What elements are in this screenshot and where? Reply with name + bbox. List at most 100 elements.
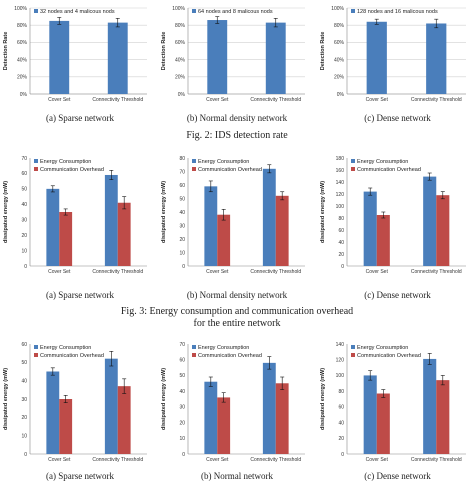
figure-3-caption-line2: for the entire network: [193, 318, 281, 329]
bar: [262, 362, 276, 454]
legend-label: Energy Consumption: [357, 159, 408, 165]
bar: [204, 186, 218, 266]
legend-swatch: [192, 159, 196, 163]
bar: [275, 195, 289, 266]
legend-swatch: [34, 9, 38, 13]
bar: [217, 397, 231, 454]
y-axis-label: dissipated energy (mW): [320, 368, 326, 430]
bar: [59, 399, 73, 454]
y-tick-label: 160: [336, 168, 345, 174]
x-tick-label: Connectivity Threshold: [92, 457, 143, 463]
y-tick-label: 20: [338, 436, 344, 442]
bar: [262, 168, 276, 266]
y-tick-label: 60%: [175, 40, 186, 46]
chart-energy-normal: dissipated energy (mW) 0 10 20 30 40 50 60 70 80 C…: [158, 150, 313, 280]
y-tick-label: 40: [21, 202, 27, 208]
y-tick-label: 20: [179, 420, 185, 426]
chart-energy-normal-2: dissipated energy (mW) 0 10 20 30 40 50 60 70 Cov…: [158, 336, 313, 468]
legend-label: Communication Overhead: [198, 167, 262, 173]
y-axis-label: dissipated energy (mW): [161, 368, 167, 430]
x-tick-label: Connectivity Threshold: [250, 269, 301, 275]
x-tick-label: Connectivity Threshold: [250, 97, 301, 103]
chart-svg: dissipated energy (mW) 0 10 20 30 40 50 60 70 Cov…: [3, 156, 147, 275]
bar: [104, 174, 118, 266]
y-tick-label: 60%: [17, 40, 28, 46]
bar: [436, 195, 450, 266]
caption-3b: (b) Normal network: [201, 471, 273, 481]
y-axis-label: dissipated energy (mW): [3, 181, 9, 243]
y-axis-label: dissipated energy (mW): [320, 181, 326, 243]
y-tick-label: 40%: [334, 57, 345, 63]
chart-svg: dissipated energy (mW) 0 10 20 30 40 50 60 70 80 C…: [161, 156, 305, 275]
y-tick-label: 60%: [334, 40, 345, 46]
legend-swatch: [351, 9, 355, 13]
x-tick-label: Cover Set: [206, 97, 229, 103]
x-tick-label: Cover Set: [206, 269, 229, 275]
y-tick-label: 80%: [17, 23, 28, 29]
legend-swatch: [192, 353, 196, 357]
y-tick-label: 100%: [172, 6, 185, 12]
x-tick-label: Cover Set: [48, 97, 71, 103]
y-tick-label: 20%: [17, 75, 28, 81]
bar: [436, 380, 450, 454]
chart-detection-sparse: Detection Rate 0% 20% 40% 60% 80% 100% Cover Se…: [0, 0, 155, 108]
bar: [204, 381, 218, 454]
bar: [46, 371, 60, 454]
caption-2c: (c) Dense network: [364, 290, 431, 300]
chart-energy-sparse-2: dissipated energy (mW) 0 10 20 30 40 50 60 Cover…: [0, 336, 155, 468]
x-tick-label: Cover Set: [366, 457, 389, 463]
y-tick-label: 60: [21, 342, 27, 348]
x-tick-label: Connectivity Threshold: [92, 97, 143, 103]
bar: [376, 393, 390, 454]
x-tick-label: Cover Set: [366, 97, 389, 103]
y-axis-label: Detection Rate: [3, 32, 9, 71]
y-tick-label: 20: [21, 233, 27, 239]
y-tick-label: 0: [24, 264, 27, 270]
x-tick-label: Connectivity Threshold: [92, 269, 143, 275]
legend-label: 32 nodes and 4 malicous nods: [40, 9, 115, 15]
y-tick-label: 10: [179, 436, 185, 442]
y-tick-label: 140: [336, 342, 345, 348]
y-tick-label: 60: [338, 228, 344, 234]
caption-2a: (a) Sparse network: [46, 290, 114, 300]
bar: [265, 22, 286, 94]
y-tick-label: 40: [21, 378, 27, 384]
chart-energy-dense: dissipated energy (mW) 0 20 40 60 80 100 120 140…: [317, 150, 474, 280]
caption-2b: (b) Normal density network: [186, 290, 288, 300]
chart-detection-dense: Detection Rate 0% 20% 40% 60% 80% 100% Cover Se…: [317, 0, 474, 108]
y-axis-label: dissipated energy (mW): [3, 368, 9, 430]
legend-label: 64 nodes and 8 malicous nods: [198, 9, 273, 15]
chart-svg: Detection Rate 0% 20% 40% 60% 80% 100% Cover Se…: [3, 6, 147, 103]
y-tick-label: 70: [179, 169, 185, 175]
chart-svg: dissipated energy (mW) 0 10 20 30 40 50 60 Cover…: [3, 342, 147, 463]
legend-swatch: [351, 353, 355, 357]
x-tick-label: Connectivity Threshold: [411, 457, 462, 463]
chart-detection-normal: Detection Rate 0% 20% 40% 60% 80% 100% Cover Se…: [158, 0, 313, 108]
y-tick-label: 140: [336, 180, 345, 186]
y-tick-label: 60: [179, 358, 185, 364]
bar: [104, 358, 118, 454]
x-tick-label: Connectivity Threshold: [411, 97, 462, 103]
chart-svg: dissipated energy (mW) 0 20 40 60 80 100 120 140…: [320, 156, 466, 275]
y-tick-label: 50: [179, 373, 185, 379]
y-tick-label: 20: [21, 415, 27, 421]
bar: [363, 375, 377, 454]
y-tick-label: 80: [338, 389, 344, 395]
y-tick-label: 0%: [20, 92, 28, 98]
y-tick-label: 0%: [178, 92, 186, 98]
y-tick-label: 0%: [337, 92, 345, 98]
y-tick-label: 100%: [331, 6, 344, 12]
legend-label: Energy Consumption: [198, 159, 249, 165]
caption-3a: (a) Sparse network: [46, 471, 114, 481]
y-tick-label: 20%: [334, 75, 345, 81]
legend-swatch: [34, 353, 38, 357]
y-tick-label: 30: [179, 223, 185, 229]
bar: [49, 20, 70, 94]
bar: [117, 202, 131, 266]
bar: [217, 214, 231, 266]
y-tick-label: 60: [179, 183, 185, 189]
legend-label: Communication Overhead: [357, 353, 421, 359]
legend-swatch: [34, 167, 38, 171]
chart-svg: dissipated energy (mW) 0 20 40 60 80 100 120 140…: [320, 342, 466, 463]
y-axis-label: Detection Rate: [161, 32, 167, 71]
